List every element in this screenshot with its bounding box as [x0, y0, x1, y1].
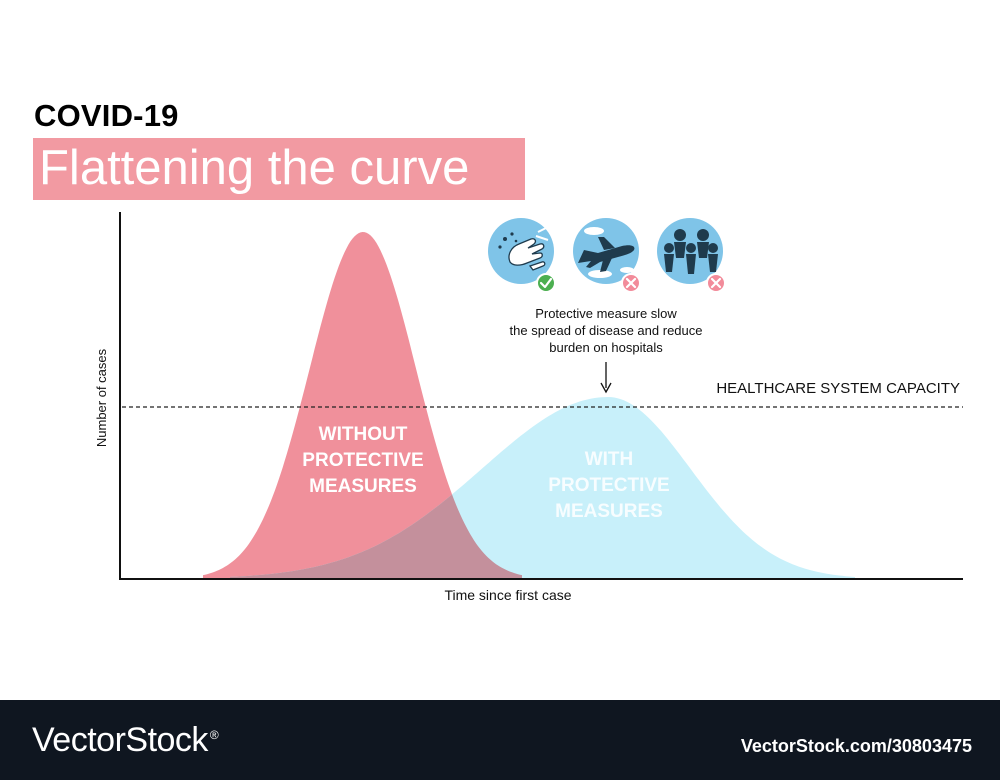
without-measures-label: WITHOUT PROTECTIVE MEASURES [302, 424, 423, 497]
footer-logo: VectorStock ® [32, 721, 219, 760]
with-label-line: PROTECTIVE [548, 475, 669, 496]
flatten-curve-diagram: HEALTHCARE SYSTEM CAPACITY Number of cas… [94, 212, 963, 603]
footer-bar: VectorStock ® VectorStock.com/30803475 [0, 700, 1000, 780]
crowd-icon [657, 218, 723, 284]
hand-washing-icon [488, 218, 554, 284]
without-label-line: MEASURES [309, 476, 417, 497]
with-label-line: WITH [585, 449, 634, 470]
cross-badge-icon [621, 273, 641, 293]
annotation-line: the spread of disease and reduce [510, 323, 703, 338]
without-label-line: PROTECTIVE [302, 450, 423, 471]
annotation-arrow [600, 362, 612, 394]
title-banner: Flattening the curve [33, 138, 525, 200]
without-measures-curve [203, 232, 522, 579]
footer-image-id: VectorStock.com/30803475 [740, 736, 972, 756]
with-measures-curve [230, 397, 855, 579]
capacity-label: HEALTHCARE SYSTEM CAPACITY [716, 380, 960, 397]
x-axis-label: Time since first case [444, 587, 571, 603]
kicker-title: COVID-19 [34, 98, 179, 133]
annotation-line: burden on hospitals [549, 340, 663, 355]
airplane-icon [573, 218, 639, 284]
page-title: Flattening the curve [39, 141, 470, 195]
footer-brand-name: VectorStock [32, 721, 208, 759]
without-label-line: WITHOUT [319, 424, 408, 445]
with-measures-label: WITH PROTECTIVE MEASURES [548, 449, 669, 522]
cross-badge-icon [706, 273, 726, 293]
check-badge-icon [536, 273, 556, 293]
with-label-line: MEASURES [555, 501, 663, 522]
annotation: Protective measure slow the spread of di… [510, 306, 703, 355]
annotation-line: Protective measure slow [535, 306, 677, 321]
y-axis-label: Number of cases [94, 348, 109, 447]
footer-brand-reg: ® [209, 727, 219, 742]
